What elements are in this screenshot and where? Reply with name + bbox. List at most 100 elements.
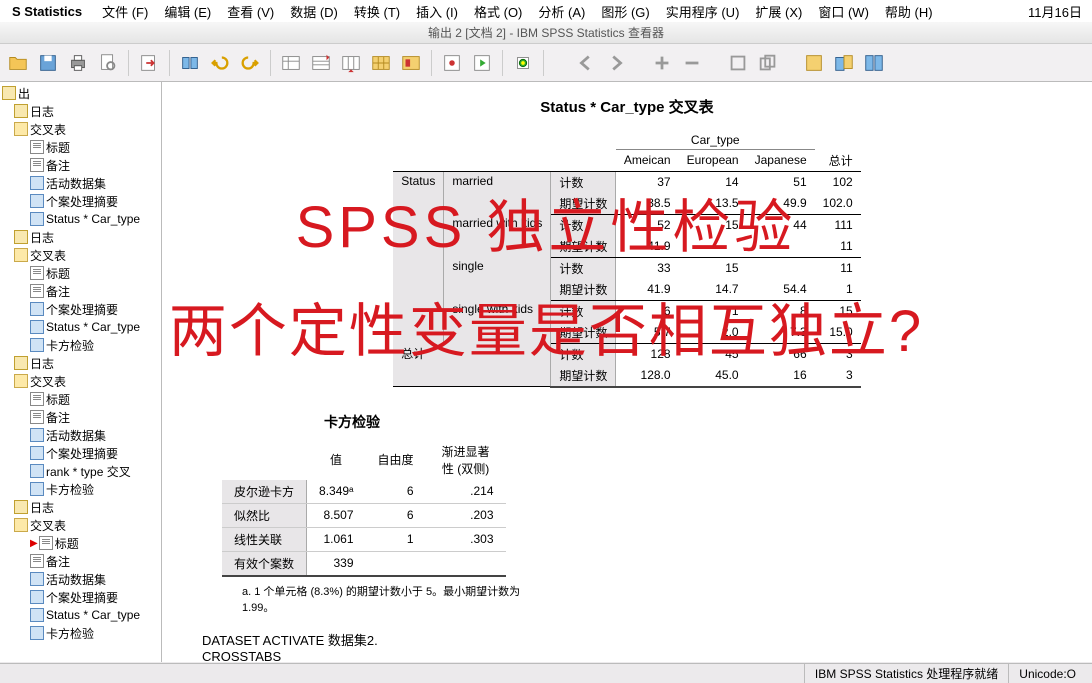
tree-item[interactable]: 交叉表 [0, 246, 161, 264]
tree-item[interactable]: 标题 [0, 390, 161, 408]
tile-button[interactable] [800, 49, 828, 77]
menubar-date: 11月16日 [1022, 2, 1086, 21]
tree-item[interactable]: 卡方检验 [0, 336, 161, 354]
menu-format[interactable]: 格式 (O) [468, 2, 528, 21]
redo-button[interactable] [236, 49, 264, 77]
tree-item[interactable]: 活动数据集 [0, 570, 161, 588]
menubar: S Statistics 文件 (F) 编辑 (E) 查看 (V) 数据 (D)… [0, 0, 1092, 22]
menu-data[interactable]: 数据 (D) [284, 2, 344, 21]
tree-item[interactable]: rank * type 交叉 [0, 462, 161, 480]
menu-transform[interactable]: 转换 (T) [348, 2, 406, 21]
table-icon [30, 212, 44, 226]
tree-item[interactable]: 日志 [0, 498, 161, 516]
export-button[interactable] [135, 49, 163, 77]
tree-item[interactable]: 个案处理摘要 [0, 444, 161, 462]
window-title: 输出 2 [文档 2] - IBM SPSS Statistics 查看器 [428, 24, 664, 41]
table-icon [30, 320, 44, 334]
run-button[interactable] [468, 49, 496, 77]
menu-edit[interactable]: 编辑 (E) [158, 2, 217, 21]
menu-utilities[interactable]: 实用程序 (U) [660, 2, 746, 21]
tree-item[interactable]: 日志 [0, 354, 161, 372]
tree-item[interactable]: 标题 [0, 264, 161, 282]
folder-icon [14, 248, 28, 262]
table-icon [30, 482, 44, 496]
save-button[interactable] [34, 49, 62, 77]
tree-item[interactable]: 交叉表 [0, 516, 161, 534]
note-icon [30, 158, 44, 172]
menu-view[interactable]: 查看 (V) [221, 2, 280, 21]
tree-item[interactable]: 活动数据集 [0, 174, 161, 192]
menu-file[interactable]: 文件 (F) [96, 2, 154, 21]
chi-title: 卡方检验 [312, 412, 392, 432]
tree-item[interactable]: Status * Car_type [0, 318, 161, 336]
chi-footnote: a. 1 个单元格 (8.3%) 的期望计数小于 5。最小期望计数为 1.99。 [242, 583, 542, 615]
tree-item[interactable]: 个案处理摘要 [0, 300, 161, 318]
designate-button[interactable] [509, 49, 537, 77]
tree-item[interactable]: 日志 [0, 228, 161, 246]
menu-window[interactable]: 窗口 (W) [812, 2, 875, 21]
find-button[interactable] [397, 49, 425, 77]
tree-item[interactable]: 个案处理摘要 [0, 588, 161, 606]
status-ready: IBM SPSS Statistics 处理程序就绪 [804, 664, 1008, 683]
collapse-button[interactable] [678, 49, 706, 77]
preview-button[interactable] [94, 49, 122, 77]
menu-graphs[interactable]: 图形 (G) [595, 2, 655, 21]
open-button[interactable] [4, 49, 32, 77]
tree-item[interactable]: 活动数据集 [0, 426, 161, 444]
table-icon [30, 626, 44, 640]
menu-help[interactable]: 帮助 (H) [879, 2, 939, 21]
tree-item[interactable]: 卡方检验 [0, 624, 161, 642]
note-icon [30, 140, 44, 154]
goto-data-button[interactable] [277, 49, 305, 77]
log-icon [2, 86, 16, 100]
undo-button[interactable] [206, 49, 234, 77]
expand-button[interactable] [648, 49, 676, 77]
table-icon [30, 338, 44, 352]
win2-button[interactable] [754, 49, 782, 77]
tree-item[interactable]: 出 [0, 84, 161, 102]
menu-insert[interactable]: 插入 (I) [410, 2, 464, 21]
tree-item[interactable]: 备注 [0, 552, 161, 570]
tree-item[interactable]: 卡方检验 [0, 480, 161, 498]
status-bar: IBM SPSS Statistics 处理程序就绪 Unicode:O [0, 663, 1092, 683]
folder-icon [14, 518, 28, 532]
note-icon [30, 410, 44, 424]
table-icon [30, 428, 44, 442]
window-titlebar: 输出 2 [文档 2] - IBM SPSS Statistics 查看器 [0, 22, 1092, 44]
syntax-block: DATASET ACTIVATE 数据集2. CROSSTABS [202, 633, 1062, 663]
select-button[interactable] [438, 49, 466, 77]
goto-case-button[interactable] [307, 49, 335, 77]
note-icon [30, 266, 44, 280]
forward-button[interactable] [602, 49, 630, 77]
tree-item[interactable]: ▶标题 [0, 534, 161, 552]
table-icon [30, 446, 44, 460]
tree-item[interactable]: 备注 [0, 408, 161, 426]
win1-button[interactable] [724, 49, 752, 77]
tree-item[interactable]: 备注 [0, 156, 161, 174]
tree-item[interactable]: 备注 [0, 282, 161, 300]
menu-analyze[interactable]: 分析 (A) [532, 2, 591, 21]
toolbar [0, 44, 1092, 82]
table-icon [30, 590, 44, 604]
output-content: Status * Car_type 交叉表 Car_type Ameican E… [162, 82, 1092, 662]
tree-item[interactable]: Status * Car_type [0, 606, 161, 624]
outline-tree[interactable]: 出日志交叉表标题备注活动数据集个案处理摘要Status * Car_type日志… [0, 82, 162, 662]
tree-item[interactable]: 交叉表 [0, 120, 161, 138]
menu-extensions[interactable]: 扩展 (X) [749, 2, 808, 21]
insert-button[interactable] [367, 49, 395, 77]
tree-item[interactable]: 日志 [0, 102, 161, 120]
cascade-button[interactable] [830, 49, 858, 77]
back-button[interactable] [572, 49, 600, 77]
table-icon [30, 572, 44, 586]
tree-item[interactable]: 交叉表 [0, 372, 161, 390]
folder-icon [14, 374, 28, 388]
tree-item[interactable]: Status * Car_type [0, 210, 161, 228]
variables-button[interactable] [337, 49, 365, 77]
app-title: S Statistics [6, 4, 92, 19]
recall-button[interactable] [176, 49, 204, 77]
note-icon [30, 392, 44, 406]
print-button[interactable] [64, 49, 92, 77]
arrange-button[interactable] [860, 49, 888, 77]
tree-item[interactable]: 个案处理摘要 [0, 192, 161, 210]
tree-item[interactable]: 标题 [0, 138, 161, 156]
